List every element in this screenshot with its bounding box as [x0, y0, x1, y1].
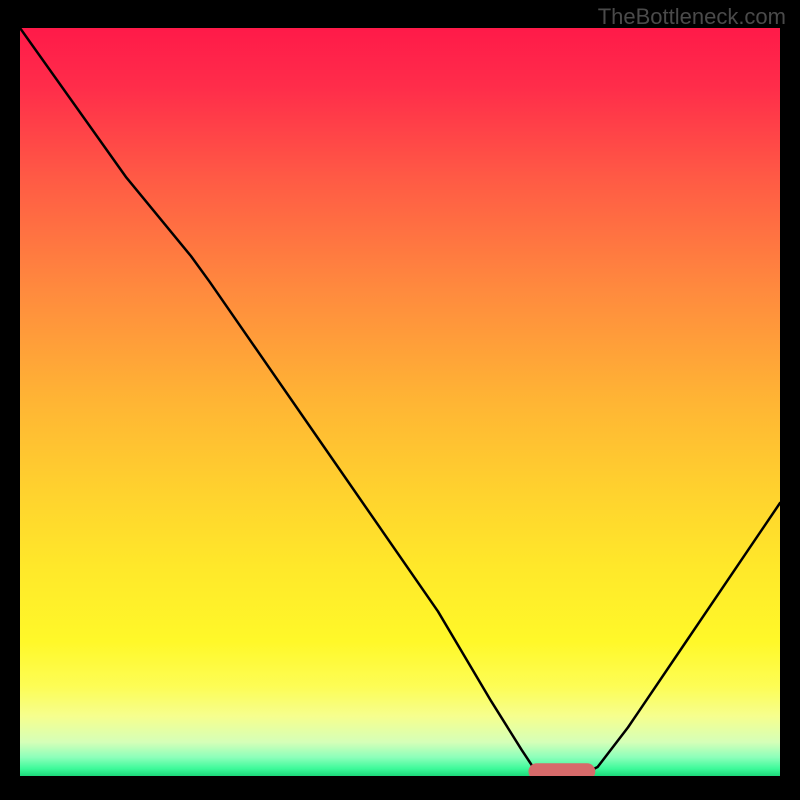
chart-svg: [20, 28, 780, 776]
bottleneck-chart: [20, 28, 780, 776]
optimal-marker: [528, 763, 595, 776]
chart-background: [20, 28, 780, 776]
watermark-text: TheBottleneck.com: [598, 4, 786, 30]
